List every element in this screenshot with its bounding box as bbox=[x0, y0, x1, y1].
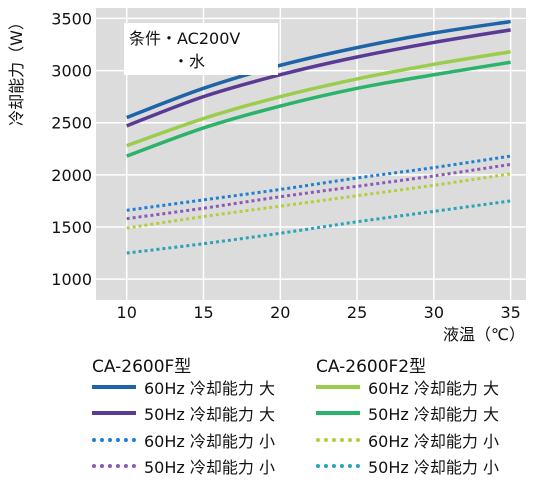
legend-label: 50Hz 冷却能力 小 bbox=[368, 458, 499, 477]
series-line bbox=[126, 172, 511, 230]
legend-swatch bbox=[316, 411, 360, 415]
legend-item: 60Hz 冷却能力 大 bbox=[92, 375, 275, 399]
legend-swatch bbox=[92, 438, 136, 442]
legend-item: 60Hz 冷却能力 小 bbox=[92, 428, 275, 452]
series-line bbox=[126, 28, 511, 128]
cooling-capacity-chart: 10 15 20 25 30 35 1000 1500 2000 2500 3000 3500 冷却… bbox=[7, 8, 526, 344]
legend-swatch bbox=[92, 385, 136, 389]
y-tick-label: 3500 bbox=[51, 9, 92, 28]
y-tick-label: 2500 bbox=[51, 114, 92, 133]
x-axis-label: 液温（℃） bbox=[443, 325, 525, 344]
x-tick-label: 20 bbox=[270, 303, 290, 322]
legend-label: 50Hz 冷却能力 大 bbox=[368, 405, 499, 424]
legend-title-group-1: CA-2600F型 bbox=[92, 357, 192, 377]
legend-label: 60Hz 冷却能力 大 bbox=[144, 379, 275, 398]
legend-swatch bbox=[92, 464, 136, 468]
legend-item: 50Hz 冷却能力 小 bbox=[316, 454, 499, 478]
legend-swatch bbox=[92, 411, 136, 415]
series-line bbox=[126, 154, 511, 212]
legend-item: 60Hz 冷却能力 小 bbox=[316, 428, 499, 452]
x-tick-labels: 10 15 20 25 30 35 bbox=[117, 303, 521, 322]
series-line bbox=[126, 50, 511, 148]
series-line bbox=[126, 60, 511, 158]
legend-label: 50Hz 冷却能力 小 bbox=[144, 458, 275, 477]
legend-label: 60Hz 冷却能力 大 bbox=[368, 379, 499, 398]
legend-item: 50Hz 冷却能力 小 bbox=[92, 454, 275, 478]
series-line bbox=[126, 19, 511, 120]
legend-title-group-2: CA-2600F2型 bbox=[316, 357, 427, 377]
annotation-box bbox=[124, 23, 278, 75]
x-tick-label: 25 bbox=[347, 303, 367, 322]
annotation-line-2: ・水 bbox=[173, 52, 205, 71]
x-tick-label: 15 bbox=[193, 303, 213, 322]
legend-label: 60Hz 冷却能力 小 bbox=[144, 432, 275, 451]
legend-swatch bbox=[316, 464, 360, 468]
x-tick-label: 30 bbox=[424, 303, 444, 322]
annotation-line-1: 条件・AC200V bbox=[129, 29, 240, 48]
series-lines bbox=[126, 19, 511, 255]
legend-swatch bbox=[316, 385, 360, 389]
legend-item: 50Hz 冷却能力 大 bbox=[316, 401, 499, 425]
y-tick-label: 1500 bbox=[51, 218, 92, 237]
x-tick-label: 35 bbox=[500, 303, 520, 322]
legend-item: 50Hz 冷却能力 大 bbox=[92, 401, 275, 425]
legend-label: 50Hz 冷却能力 大 bbox=[144, 405, 275, 424]
series-line bbox=[126, 162, 511, 221]
y-tick-labels: 1000 1500 2000 2500 3000 3500 bbox=[51, 9, 92, 289]
x-tick-label: 10 bbox=[117, 303, 137, 322]
legend-swatch bbox=[316, 438, 360, 442]
series-line bbox=[126, 199, 511, 255]
y-tick-label: 1000 bbox=[51, 270, 92, 289]
y-axis-label: 冷却能力（W） bbox=[7, 14, 26, 126]
legend-label: 60Hz 冷却能力 小 bbox=[368, 432, 499, 451]
y-tick-label: 2000 bbox=[51, 166, 92, 185]
y-tick-label: 3000 bbox=[51, 62, 92, 81]
legend-item: 60Hz 冷却能力 大 bbox=[316, 375, 499, 399]
